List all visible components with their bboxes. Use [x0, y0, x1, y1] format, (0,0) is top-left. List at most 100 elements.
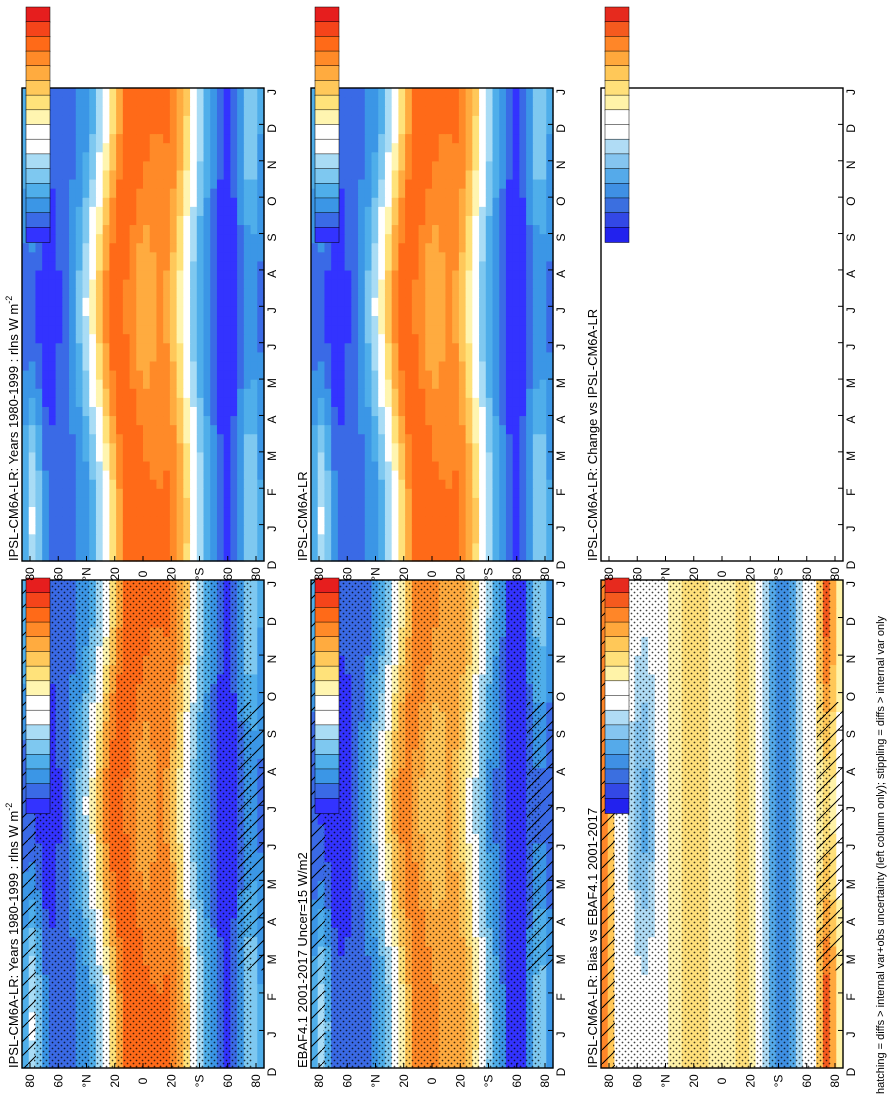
- heat-cell: [75, 169, 84, 180]
- heat-cell: [95, 533, 104, 544]
- heat-cell: [89, 197, 97, 207]
- heat-cell: [196, 188, 205, 198]
- heat-cell: [250, 251, 258, 262]
- heat-cell: [28, 288, 37, 298]
- heat-cell: [95, 178, 104, 189]
- heat-cell: [237, 342, 245, 353]
- heat-cell: [35, 470, 43, 480]
- heat-cell: [22, 379, 30, 389]
- heat-cell: [216, 433, 225, 444]
- heat-cell: [257, 598, 265, 609]
- heat-cell: [75, 397, 84, 407]
- month-tick-label: O: [265, 196, 279, 205]
- heat-cell: [136, 97, 144, 107]
- heat-cell: [143, 460, 151, 471]
- heat-cell: [250, 215, 258, 226]
- heat-cell: [69, 133, 77, 144]
- heat-cell: [75, 315, 84, 326]
- heat-cell: [102, 215, 110, 226]
- heat-cell: [237, 506, 245, 517]
- heat-cell: [223, 124, 231, 135]
- heat-cell: [143, 160, 151, 171]
- heat-cell: [42, 288, 50, 298]
- heat-cell: [203, 288, 211, 298]
- heat-cell: [95, 360, 104, 371]
- heat-cell: [230, 197, 238, 207]
- heat-cell: [257, 533, 265, 544]
- heat-cell: [169, 188, 178, 198]
- colorbar-swatch: [25, 80, 51, 96]
- heat-cell: [163, 169, 171, 180]
- heat-cell: [169, 397, 178, 407]
- heat-cell: [75, 206, 84, 216]
- heat-cell: [143, 97, 151, 107]
- heat-cell: [62, 342, 70, 353]
- heat-cell: [156, 124, 164, 135]
- heat-cell: [257, 97, 265, 107]
- heat-cell: [109, 506, 117, 517]
- heat-cell: [243, 506, 252, 517]
- heat-cell: [243, 115, 252, 125]
- heat-cell: [35, 324, 43, 335]
- heat-cell: [196, 551, 205, 562]
- heat-cell: [183, 324, 191, 335]
- heat-cell: [257, 673, 265, 684]
- heat-cell: [237, 251, 245, 262]
- heat-cell: [196, 415, 205, 426]
- heat-cell: [210, 206, 218, 216]
- heat-cell: [89, 160, 97, 171]
- heat-cell: [203, 488, 211, 498]
- heat-cell: [223, 333, 231, 344]
- heat-cell: [22, 533, 30, 544]
- heat-cell: [28, 297, 37, 307]
- heat-cell: [89, 506, 97, 517]
- heat-cell: [230, 360, 238, 371]
- heat-cell: [223, 306, 231, 317]
- heat-cell: [250, 598, 258, 609]
- heat-cell: [203, 351, 211, 362]
- heat-cell: [55, 215, 63, 226]
- heat-cell: [210, 178, 218, 189]
- heat-cell: [196, 88, 205, 98]
- heat-cell: [48, 142, 57, 153]
- heat-cell: [102, 178, 110, 189]
- heat-cell: [183, 406, 191, 417]
- heat-cell: [196, 269, 205, 280]
- heat-cell: [546, 983, 554, 994]
- heat-cell: [230, 470, 238, 480]
- heat-cell: [156, 279, 164, 289]
- heat-cell: [136, 142, 144, 153]
- heat-cell: [190, 115, 198, 125]
- heat-cell: [116, 542, 124, 553]
- heat-cell: [243, 406, 252, 417]
- heat-cell: [196, 260, 205, 271]
- heat-cell: [176, 451, 184, 462]
- heat-cell: [250, 974, 258, 985]
- heat-cell: [257, 1039, 265, 1050]
- heat-cell: [62, 288, 70, 298]
- heat-cell: [216, 497, 225, 508]
- heat-cell: [156, 379, 164, 389]
- heat-cell: [116, 215, 124, 226]
- heat-cell: [42, 406, 50, 417]
- heat-cell: [102, 479, 110, 489]
- heat-cell: [149, 133, 158, 144]
- heat-cell: [136, 497, 144, 508]
- heat-cell: [243, 360, 252, 371]
- heat-cell: [136, 188, 144, 198]
- colorbar-swatch: [25, 680, 51, 697]
- heat-cell: [102, 433, 110, 444]
- heat-cell: [116, 415, 124, 426]
- heat-cell: [55, 333, 63, 344]
- heat-cell: [237, 406, 245, 417]
- heat-cell: [109, 415, 117, 426]
- heat-cell: [143, 333, 151, 344]
- heat-cell: [143, 269, 151, 280]
- heat-cell: [149, 279, 158, 289]
- heat-cell: [203, 415, 211, 426]
- heat-cell: [48, 388, 57, 398]
- heat-cell: [28, 515, 37, 526]
- heat-cell: [156, 351, 164, 362]
- heat-cell: [95, 542, 104, 553]
